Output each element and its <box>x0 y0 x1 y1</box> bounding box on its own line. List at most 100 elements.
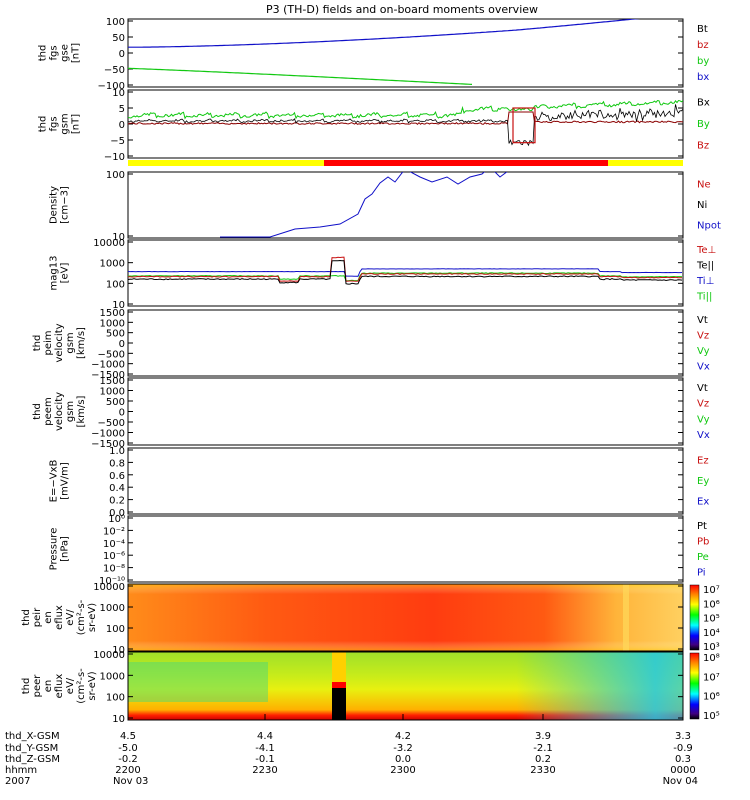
panel-frame <box>127 171 684 239</box>
legend-entry: Vz <box>697 330 709 341</box>
x-axis-value: 0.2 <box>535 754 551 765</box>
x-axis-value: 2300 <box>390 765 415 776</box>
legend-entry: Ez <box>697 455 709 466</box>
series-group <box>128 19 641 85</box>
y-tick-label: −1000 <box>91 429 125 440</box>
x-axis-labels: thd_X-GSM 4.5 4.4 4.2 3.9 3.3 thd_Y-GSM -5.0 -4.… <box>5 714 698 787</box>
y-tick-label: 500 <box>106 329 125 340</box>
panel-frame <box>127 447 684 515</box>
y-tick-label: 1000 <box>100 259 125 270</box>
y-axis-label-line: en <box>43 680 54 693</box>
legend-entry: Ti⊥ <box>696 276 714 287</box>
y-axis-label-line: [km/s] <box>76 395 87 427</box>
y-axis-label-line: velocity <box>54 323 65 362</box>
x-axis-row-label: thd_X-GSM <box>5 731 60 742</box>
legend-entry: Vz <box>697 399 709 410</box>
y-axis-label: mag13 [eV] <box>49 256 71 291</box>
x-axis-value: 4.4 <box>257 731 273 742</box>
series-Ti-perp <box>128 268 683 277</box>
y-tick-label: 100 <box>106 693 125 704</box>
y-tick-label: 10000 <box>93 650 125 661</box>
series-Te-par <box>128 259 683 285</box>
y-tick-label: −1000 <box>91 360 125 371</box>
y-axis-label-line: gsm <box>65 401 76 422</box>
y-axis-label-line: en <box>43 611 54 624</box>
legend-entry: Ey <box>697 476 709 487</box>
y-axis-label: thd peir en eflux eV/(cm²-s-sr-eV) <box>21 599 98 635</box>
y-tick-label: 0.0 <box>109 508 125 519</box>
status-bar-middle <box>324 160 608 166</box>
y-tick-label: 1000 <box>100 671 125 682</box>
y-axis-label-line: peim <box>43 330 54 355</box>
y-axis-label-line: [nPa] <box>60 536 71 562</box>
legend-entry: Vx <box>697 361 710 372</box>
legend-entry: Pb <box>697 536 709 547</box>
y-tick-label: 10⁻⁶ <box>103 551 125 562</box>
y-axis-label-line: [nT] <box>71 43 82 63</box>
series-by <box>128 67 473 85</box>
y-axis-label: E=−VxB [mV/m] <box>49 460 71 503</box>
electron-gap <box>332 686 346 720</box>
plot-title: P3 (TH-D) fields and on-board moments ov… <box>266 3 538 16</box>
panel-fgs-gse: 100 50 0 −50 −100 thd fgs gse [nT] Bt bz by bx <box>38 17 710 92</box>
x-axis-value: 4.2 <box>395 731 411 742</box>
y-tick-label: 1000 <box>100 318 125 329</box>
y-tick-label: 1500 <box>100 308 125 319</box>
legend-entry: Vy <box>697 414 710 425</box>
legend-entry: Te|| <box>696 260 714 271</box>
x-axis-value: 2230 <box>252 765 277 776</box>
y-tick-label: 10⁻⁸ <box>103 564 125 575</box>
y-tick-label: 1.0 <box>109 446 125 457</box>
y-axis-label-line: (cm²-s- <box>76 599 87 635</box>
y-tick-label: 0.4 <box>109 483 125 494</box>
x-axis-row-label: thd_Y-GSM <box>5 743 58 754</box>
legend-entry: Vy <box>697 346 710 357</box>
y-tick-label: 10 <box>112 645 125 656</box>
y-tick-label: 10 <box>112 714 125 725</box>
legend-entry: Bt <box>697 24 708 35</box>
series-By <box>128 99 683 120</box>
y-axis-label-line: thd <box>38 45 49 62</box>
ion-spectrogram-stripe <box>623 584 629 651</box>
x-axis-value: 4.5 <box>120 731 136 742</box>
status-bar-right <box>608 160 683 166</box>
y-axis-label-line: fgs <box>49 116 60 131</box>
y-tick-label: 50 <box>112 33 125 44</box>
y-axis-label-line: peem <box>43 397 54 425</box>
y-tick-label: 1500 <box>100 376 125 387</box>
series-bx <box>128 19 641 48</box>
legend-entry: Ne <box>697 179 711 190</box>
colorbar-label: 10⁷ <box>703 585 720 596</box>
electron-gap-edge <box>332 682 346 688</box>
y-tick-label: 1000 <box>100 603 125 614</box>
y-tick-label: 0 <box>119 339 125 350</box>
status-bar-left <box>128 160 324 166</box>
y-axis-label-line: thd <box>32 335 43 352</box>
y-tick-label: 10000 <box>93 582 125 593</box>
y-tick-label: 5 <box>119 104 125 115</box>
x-axis-row-label: 2007 <box>5 776 30 787</box>
legend-entry: by <box>697 56 709 67</box>
panel-frame <box>127 377 684 446</box>
panel-frame <box>127 309 684 377</box>
y-tick-label: 500 <box>106 397 125 408</box>
y-axis-label-line: gsm <box>60 113 71 134</box>
x-axis-value: -4.1 <box>255 743 275 754</box>
x-axis-value: -3.2 <box>393 743 413 754</box>
y-axis-label-line: eflux <box>54 605 65 630</box>
y-tick-label: −500 <box>98 418 125 429</box>
colorbar-label: 10³ <box>703 642 720 653</box>
y-tick-label: 100 <box>106 170 125 181</box>
y-axis-label: thd peer en eflux eV/(cm²-s-sr-eV) <box>21 668 98 704</box>
legend-entry: Ex <box>697 497 709 508</box>
legend-entry: Npot <box>697 221 721 232</box>
colorbar <box>689 584 700 651</box>
y-axis-label-line: mag13 <box>49 256 60 291</box>
y-axis-label-line: sr-eV) <box>87 671 98 700</box>
y-axis-label-line: [mV/m] <box>60 462 71 500</box>
y-axis-label: thd fgs gse [nT] <box>38 43 82 63</box>
y-tick-label: 0 <box>119 49 125 60</box>
x-axis-row-label: hhmm <box>5 765 37 776</box>
